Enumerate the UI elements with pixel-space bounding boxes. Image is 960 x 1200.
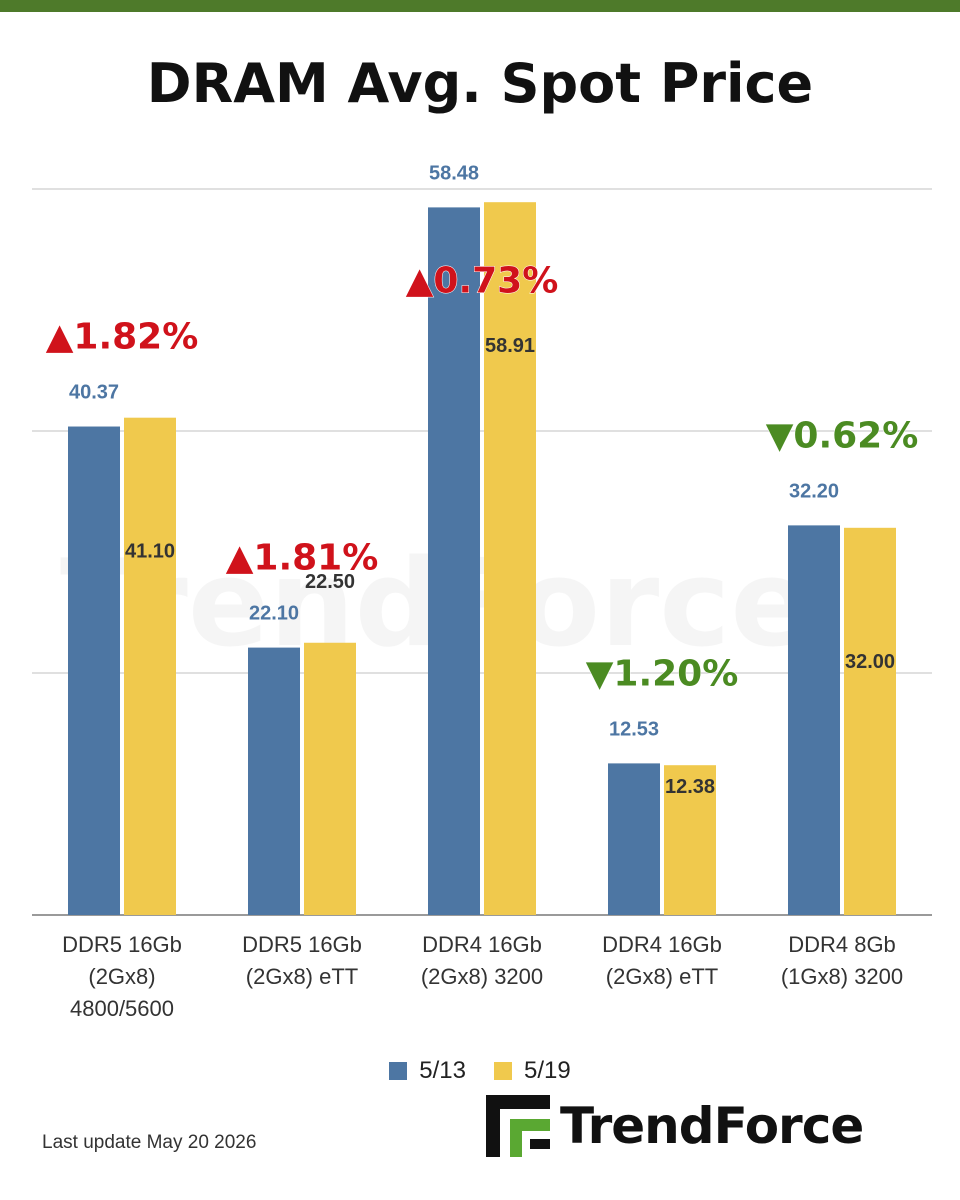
- category-label: (2Gx8) eTT: [246, 964, 358, 989]
- legend-swatch: [389, 1062, 408, 1080]
- chart-title: DRAM Avg. Spot Price: [146, 52, 814, 115]
- bar-series-2: [484, 202, 536, 916]
- bar-series-2: [124, 417, 176, 915]
- trendforce-logo-icon: [486, 1095, 550, 1157]
- bar-series-1: [248, 647, 300, 915]
- data-label-series-1: 32.20: [789, 480, 839, 502]
- category-label: DDR4 8Gb: [788, 932, 896, 957]
- bar-series-1: [788, 525, 840, 915]
- brand-name: TrendForce: [560, 1097, 864, 1155]
- change-annotation-down: ▼0.62%: [766, 415, 919, 456]
- bar-series-1: [608, 763, 660, 915]
- data-label-series-2: 58.91: [485, 335, 535, 357]
- brand-logo: TrendForce: [486, 1094, 864, 1158]
- change-annotation-down: ▼1.20%: [586, 653, 739, 694]
- data-label-series-2: 41.10: [125, 541, 175, 563]
- category-label: 4800/5600: [70, 996, 174, 1021]
- top-accent-bar: [0, 0, 960, 12]
- chart-legend: 5/13 5/19: [0, 1057, 960, 1085]
- legend-swatch: [494, 1062, 512, 1080]
- data-label-series-2: 12.38: [665, 776, 715, 798]
- bar-series-2: [844, 527, 896, 915]
- bar-series-2: [664, 765, 716, 915]
- data-label-series-1: 22.10: [249, 603, 299, 625]
- legend-item-series-1: 5/13: [389, 1057, 466, 1085]
- category-label: DDR5 16Gb: [62, 932, 182, 957]
- data-label-series-1: 58.48: [429, 162, 479, 184]
- bar-series-1: [428, 207, 480, 916]
- data-label-series-2: 32.00: [845, 651, 895, 673]
- category-label: (2Gx8) eTT: [606, 964, 718, 989]
- category-label: DDR5 16Gb: [242, 932, 362, 957]
- category-label: DDR4 16Gb: [602, 932, 722, 957]
- data-label-series-1: 40.37: [69, 382, 119, 404]
- bar-series-1: [68, 426, 120, 915]
- category-label: (2Gx8): [88, 964, 155, 989]
- change-annotation-up: ▲1.82%: [46, 317, 199, 358]
- change-annotation-up: ▲1.81%: [226, 538, 379, 579]
- change-annotation-up: ▲0.73%: [406, 260, 559, 301]
- data-label-series-1: 12.53: [609, 718, 659, 740]
- legend-label: 5/19: [524, 1057, 571, 1084]
- legend-item-series-2: 5/19: [494, 1057, 571, 1085]
- category-label: DDR4 16Gb: [422, 932, 542, 957]
- bar-chart: 40.37 41.10 ▲1.82% 22.10 22.50▲1.81% 58.48 58.…: [32, 162, 932, 1021]
- bar-series-2: [304, 642, 356, 915]
- last-update-text: Last update May 20 2026: [42, 1132, 257, 1153]
- category-label: (1Gx8) 3200: [781, 964, 903, 989]
- legend-label: 5/13: [419, 1057, 466, 1084]
- category-label: (2Gx8) 3200: [421, 964, 543, 989]
- data-label-series-2: 22.50: [305, 571, 355, 593]
